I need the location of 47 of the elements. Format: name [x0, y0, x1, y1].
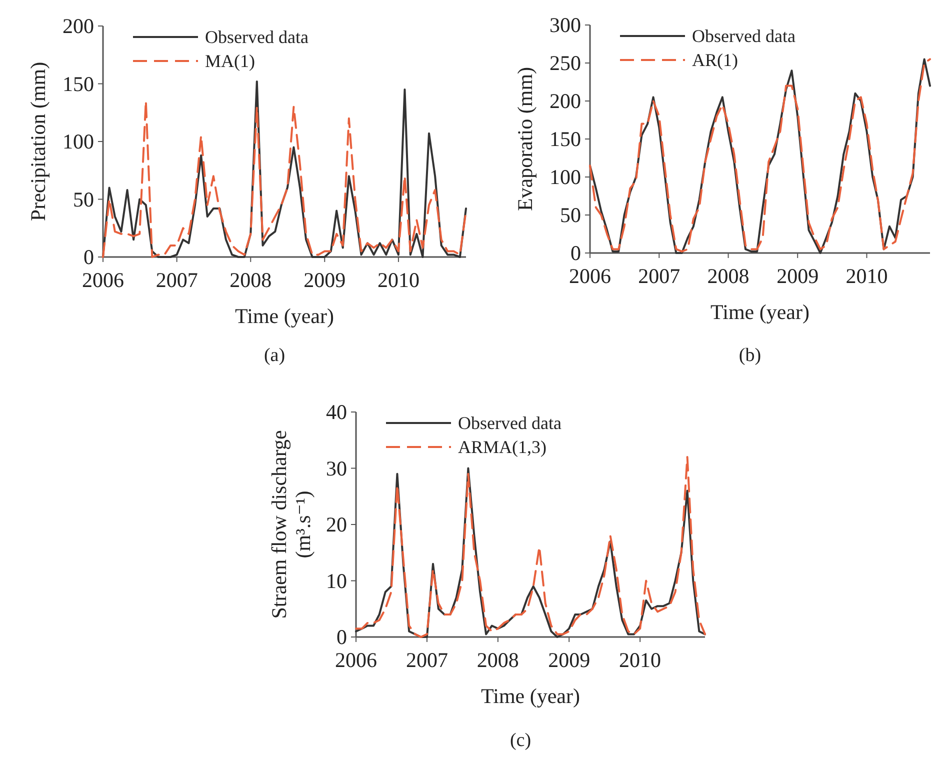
y-tick-label: 150	[550, 127, 581, 151]
legend-label: MA(1)	[205, 51, 255, 71]
x-tick-label: 2009	[776, 264, 819, 288]
legend-label: Observed data	[458, 413, 562, 433]
y-tick-label: 30	[326, 456, 347, 480]
y-tick-label: 40	[326, 400, 347, 424]
text: (b)	[738, 345, 762, 366]
x-tick-label: 2006	[82, 268, 124, 292]
y-tick-label: 20	[326, 512, 347, 536]
y-tick-label: 200	[62, 14, 94, 38]
x-tick-label: 2009	[304, 268, 346, 292]
y-tick-label: 10	[326, 568, 347, 593]
y-tick-label: 50	[560, 203, 581, 227]
y-tick-label: 0	[84, 245, 94, 269]
x-tick-label: 2007	[156, 268, 198, 292]
y-axis-title: Evaporatio (mm)	[513, 66, 537, 212]
x-tick-label: 2008	[707, 264, 750, 288]
y-axis-title: Precipitation (mm)	[26, 62, 50, 222]
legend-label: Observed data	[692, 26, 796, 46]
y-tick-label: 300	[550, 13, 581, 37]
x-axis-title: Time (year)	[710, 300, 810, 324]
y-tick-label: 100	[550, 165, 581, 189]
x-tick-label: 2006	[569, 264, 611, 288]
y-tick-label: 150	[62, 72, 94, 96]
x-tick-label: 2008	[476, 648, 519, 672]
legend-label: ARMA(1,3)	[458, 437, 547, 457]
legend-label: Observed data	[205, 27, 308, 47]
x-tick-label: 2008	[230, 268, 272, 292]
x-tick-label: 2007	[406, 648, 448, 672]
x-tick-label: 2010	[377, 268, 420, 292]
x-tick-label: 2007	[638, 264, 680, 288]
y-tick-label: 50	[73, 187, 94, 212]
y-axis-title: Straem flow discharge (m³.s⁻¹)	[267, 430, 315, 619]
y-tick-label: 250	[550, 51, 581, 75]
legend-label: AR(1)	[692, 50, 738, 70]
x-axis-title: Time (year)	[235, 304, 334, 328]
y-tick-label: 100	[62, 130, 94, 154]
x-axis-title: Time (year)	[481, 684, 580, 708]
x-tick-label: 2010	[619, 648, 662, 672]
x-tick-label: 2010	[846, 264, 888, 288]
y-tick-label: 0	[570, 241, 581, 265]
y-tick-label: 0	[336, 625, 347, 649]
y-tick-label: 200	[550, 89, 581, 113]
x-tick-label: 2006	[335, 648, 377, 672]
x-tick-label: 2009	[548, 648, 590, 672]
text: (c)	[510, 730, 532, 751]
text: (a)	[264, 345, 286, 366]
